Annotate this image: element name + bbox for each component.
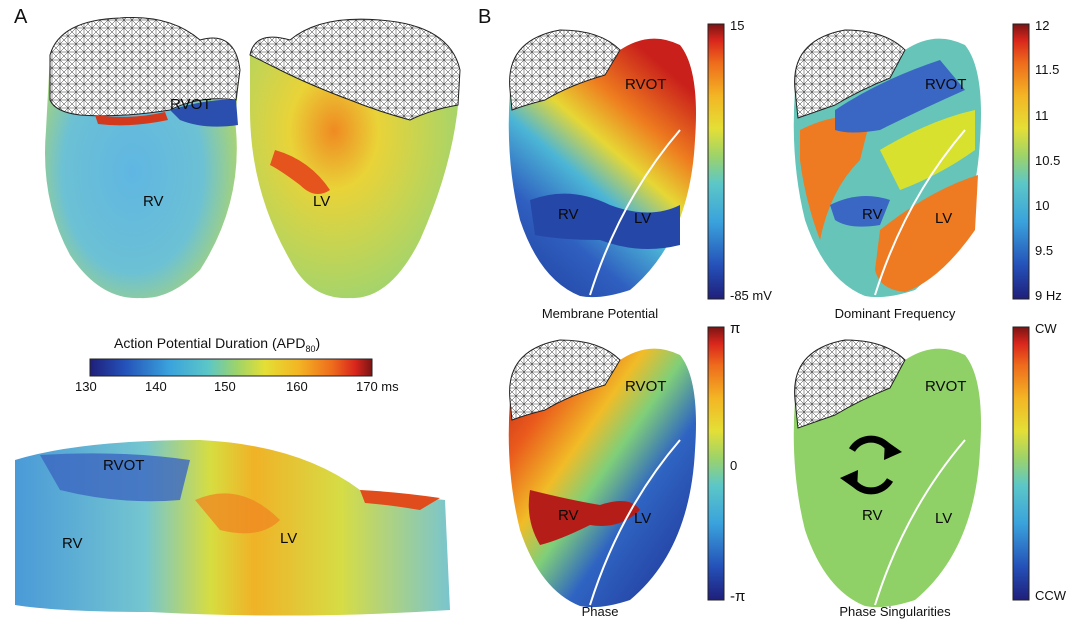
label-lv-posterior: LV — [313, 193, 331, 210]
phase-colorbar — [707, 326, 725, 601]
apd-tick: 160 — [286, 379, 308, 394]
df-tick: 11 — [1035, 108, 1049, 123]
phase-singularities-colorbar — [1012, 326, 1030, 601]
apd-flat-map — [15, 440, 450, 616]
label-rvot-anterior: RVOT — [170, 96, 212, 113]
apd-posterior-map — [249, 18, 461, 299]
ps-caption: Phase Singularities — [839, 604, 951, 619]
df-tick: 11.5 — [1035, 62, 1060, 77]
vm-tick-bottom: -85 mV — [730, 288, 772, 303]
df-caption: Dominant Frequency — [834, 306, 956, 321]
dominant-frequency-map — [793, 29, 981, 298]
rotation-arrows-icon — [840, 435, 902, 495]
phase-singularities-map — [793, 339, 981, 608]
df-tick: 9 Hz — [1035, 288, 1062, 303]
df-tick: 10.5 — [1035, 153, 1061, 168]
apd-title-end: ) — [315, 335, 321, 351]
label-rv-anterior: RV — [143, 193, 164, 210]
df-tick: 12 — [1035, 18, 1050, 33]
ps-label-rvot: RVOT — [925, 378, 967, 395]
vm-label-rv: RV — [558, 206, 579, 223]
phase-label-rvot: RVOT — [625, 378, 667, 395]
phase-tick-top: π — [730, 320, 741, 337]
apd-anterior-map — [45, 17, 241, 299]
panel-a-letter: A — [14, 6, 28, 28]
apd-title-sub: 80 — [305, 343, 316, 354]
vm-caption: Membrane Potential — [541, 306, 659, 321]
vm-label-lv: LV — [634, 210, 652, 227]
phase-tick-mid: 0 — [730, 458, 738, 473]
vm-tick-top: 15 — [730, 18, 745, 33]
phase-caption: Phase — [581, 604, 619, 619]
ps-label-lv: LV — [935, 510, 953, 527]
apd-colorbar-title: Action Potential Duration (APD80) — [114, 335, 320, 354]
apd-tick: 140 — [145, 379, 167, 394]
df-tick: 10 — [1035, 198, 1050, 213]
apd-tick: 150 — [214, 379, 236, 394]
apd-tick: 170 ms — [356, 379, 399, 394]
label-rvot-flat: RVOT — [103, 457, 145, 474]
panel-b-letter: B — [478, 6, 492, 28]
df-label-rvot: RVOT — [925, 76, 967, 93]
apd-tick: 130 — [75, 379, 97, 394]
ps-tick-bottom: CCW — [1035, 588, 1067, 603]
vm-label-rvot: RVOT — [625, 76, 667, 93]
df-label-rv: RV — [862, 206, 883, 223]
apd-colorbar — [89, 358, 373, 377]
label-lv-flat: LV — [280, 530, 298, 547]
phase-tick-bottom: -π — [730, 588, 746, 605]
ps-tick-top: CW — [1035, 321, 1057, 336]
df-tick: 9.5 — [1035, 243, 1054, 258]
phase-label-rv: RV — [558, 507, 579, 524]
phase-label-lv: LV — [634, 510, 652, 527]
ps-label-rv: RV — [862, 507, 883, 524]
df-label-lv: LV — [935, 210, 953, 227]
label-rv-flat: RV — [62, 535, 83, 552]
membrane-potential-colorbar — [707, 23, 725, 300]
apd-title-main: Action Potential Duration (APD — [114, 335, 306, 351]
phase-map — [508, 339, 696, 608]
membrane-potential-map — [508, 29, 696, 298]
dominant-frequency-colorbar — [1012, 23, 1030, 300]
